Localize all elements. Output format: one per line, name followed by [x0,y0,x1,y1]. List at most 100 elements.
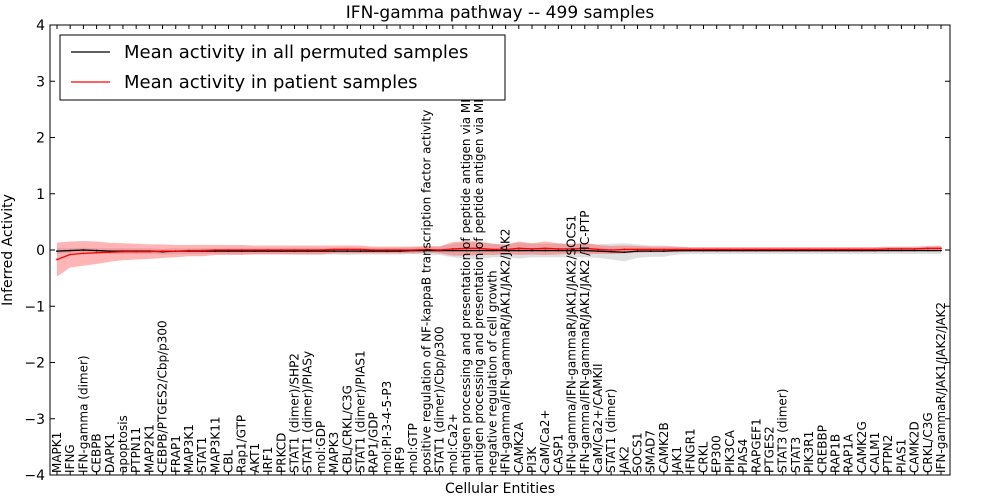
data-point [913,247,916,250]
x-tick-label: STAT1 [195,437,209,473]
data-point [478,247,481,250]
data-point [940,247,942,250]
data-point [926,247,929,250]
x-tick-label: CaM/Ca2+ [538,409,552,473]
data-point [544,247,547,250]
lines-layer [56,247,942,261]
data-point [940,249,942,252]
x-tick-label: IFN-gamma/IFN-gammaR/JAK1/JAK2/SOCS1 [565,215,579,473]
x-tick-label: positive regulation of NF-kappaB transcr… [419,110,433,473]
data-point [887,247,890,250]
data-point [900,247,903,250]
legend: Mean activity in all permuted samples Mea… [59,34,506,101]
y-tick-label: −2 [24,356,45,372]
legend-label: Mean activity in all permuted samples [124,42,468,63]
data-point [689,248,692,251]
x-tick-label: mol:GTP [406,423,420,473]
data-point [95,249,98,252]
x-tick-label: RAP1/GDP [367,412,381,473]
x-tick-label: antigen processing and presentation of p… [472,41,486,473]
x-tick-label: STAT1 (dimer)/Cbp/p300 [433,326,447,473]
x-tick-label: RAPGEF1 [749,418,763,473]
data-point [346,248,349,251]
x-tick-label: STAT1 (dimer) [604,389,618,473]
x-tick-label: CBL [222,449,236,473]
x-tick-label: CRKL [697,441,711,473]
data-point [623,251,626,254]
x-tick-label: IFN-gamma/IFN-gammaR/JAK1/JAK2 /TC-PTP [578,211,592,473]
data-point [557,247,560,250]
data-point [517,249,520,252]
x-tick-label: SMAD7 [644,430,658,473]
data-point [544,249,547,252]
data-point [465,249,467,252]
data-point [663,250,665,253]
x-tick-label: IFN-gamma/IFN-gammaR/JAK1/JAK2/JAK2 [499,228,513,473]
x-tick-label: MAPK1 [50,432,64,473]
x-tick-label: CREBBP [815,425,829,473]
x-tick-label: mol:PI-3-4-5-P3 [380,381,394,473]
data-point [451,249,454,252]
data-point [597,250,599,253]
x-tick-label: EP300 [710,435,724,473]
data-point [385,249,388,251]
data-point [174,250,177,253]
data-point [161,250,164,253]
x-tick-label: CRKL/C3G [921,412,935,473]
series-band-0 [57,242,941,262]
data-point [478,249,481,252]
legend-frame [59,34,506,101]
x-tick-label: PTPN11 [129,427,143,473]
y-tick-label: 1 [36,187,45,203]
y-tick-label: −4 [24,468,45,484]
data-point [148,250,151,253]
x-tick-label: STAT3 [789,437,803,473]
y-axis: −4 −3 −2 −1 0 1 2 3 4 [24,18,950,484]
data-point [504,248,507,251]
x-tick-label: CAMK2B [657,422,671,473]
data-point [715,248,718,251]
data-point [517,247,520,250]
data-point [280,249,283,251]
x-tick-label: apoptosis [116,415,130,473]
x-tick-label: CAMK2A [512,422,526,473]
x-tick-label: IFN-gamma (dimer) [76,355,90,473]
data-point [293,249,296,251]
data-point [69,249,72,252]
data-point [926,249,929,252]
x-tick-label: STAT3 (dimer) [776,389,790,473]
data-point [729,248,731,251]
data-point [465,247,467,250]
data-point [412,249,415,251]
data-point [874,248,876,251]
data-point [227,249,230,251]
x-tick-label: STAT1 (dimer)/PIAS1 [353,350,367,473]
x-tick-label: CAMK2D [908,421,922,473]
data-point [254,249,256,251]
data-point [860,248,863,251]
x-tick-label: CASP1 [551,434,565,473]
x-tick-label: Rap1/GTP [235,415,249,473]
series-line-1 [56,247,941,261]
data-point [56,258,58,261]
x-tick-label: IFN-gammaR/JAK1/JAK2/JAK2 [934,302,948,473]
x-tick-label: CBL/CRKL/C3G [340,385,354,473]
data-point [188,249,190,252]
data-point [781,248,784,251]
data-point [319,249,322,251]
data-point [913,249,916,252]
x-tick-label: JAK1 [670,446,684,474]
data-point [82,252,85,255]
x-tick-label: JAK2 [617,446,631,474]
data-point [821,248,824,251]
data-point [135,250,138,253]
data-point [82,249,85,251]
data-point [570,249,573,252]
data-point [531,249,533,252]
data-point [333,250,335,253]
data-point [69,253,72,256]
x-axis-title: Cellular Entities [445,481,555,497]
x-tick-label: SOCS1 [631,432,645,473]
x-tick-label: MAP3K1 [182,424,196,473]
